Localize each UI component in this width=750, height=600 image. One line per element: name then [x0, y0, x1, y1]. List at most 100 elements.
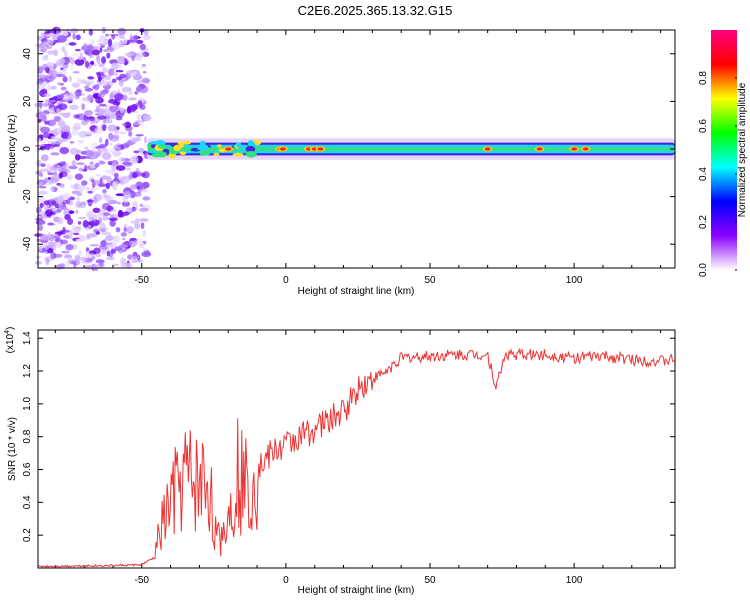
- noise-speckle: [98, 103, 107, 107]
- band-blob: [179, 151, 187, 155]
- snr-x-tick-label: -50: [135, 575, 150, 586]
- spectrogram-x-ticks: -50 0 50 100: [54, 30, 662, 286]
- spectrogram-noise-region: [34, 26, 152, 271]
- noise-speckle: [81, 97, 89, 102]
- noise-speckle: [84, 146, 89, 150]
- noise-speckle: [47, 172, 55, 176]
- noise-speckle: [101, 147, 108, 154]
- noise-speckle: [111, 78, 117, 83]
- colorbar-tick-label: 0.2: [698, 215, 709, 229]
- noise-speckle: [63, 254, 73, 259]
- noise-speckle: [122, 237, 126, 241]
- noise-speckle: [74, 58, 85, 66]
- noise-speckle: [132, 156, 137, 162]
- noise-speckle: [140, 65, 148, 69]
- noise-speckle: [70, 147, 79, 155]
- noise-speckle: [115, 69, 124, 73]
- noise-speckle: [90, 219, 100, 227]
- noise-speckle: [123, 223, 128, 229]
- noise-speckle: [76, 193, 83, 196]
- noise-speckle: [57, 120, 66, 127]
- noise-speckle: [74, 254, 81, 261]
- noise-speckle: [98, 109, 104, 116]
- figure-title: C2E6.2025.365.13.32.G15: [298, 3, 453, 18]
- noise-speckle: [42, 132, 50, 139]
- noise-speckle: [113, 93, 124, 101]
- noise-speckle: [90, 60, 95, 65]
- snr-y-tick-label: 0.8: [22, 429, 33, 443]
- noise-speckle: [71, 259, 81, 266]
- noise-speckle: [47, 222, 54, 226]
- noise-speckle: [61, 161, 66, 165]
- noise-speckle: [86, 247, 89, 252]
- noise-speckle: [39, 101, 43, 109]
- snr-y-tick-label: 1.2: [22, 364, 33, 378]
- noise-speckle: [76, 149, 82, 154]
- noise-speckle: [133, 240, 138, 246]
- snr-exponent-power: 4: [4, 330, 11, 334]
- noise-speckle: [116, 144, 123, 148]
- svg-text:(x104): (x104): [4, 327, 16, 354]
- band-peak: [317, 147, 324, 151]
- spectrogram-x-tick-label: 0: [283, 275, 289, 286]
- noise-speckle: [92, 207, 101, 213]
- noise-speckle: [53, 49, 58, 57]
- snr-exponent-close: ): [5, 327, 16, 330]
- noise-speckle: [132, 207, 138, 211]
- noise-speckle: [142, 114, 152, 122]
- noise-speckle: [128, 91, 134, 95]
- noise-speckle: [40, 154, 49, 162]
- noise-speckle: [66, 198, 71, 205]
- noise-speckle: [78, 167, 83, 172]
- noise-speckle: [117, 176, 128, 182]
- noise-speckle: [139, 241, 145, 249]
- noise-speckle: [91, 49, 101, 56]
- noise-speckle: [138, 147, 145, 154]
- noise-speckle: [89, 39, 95, 46]
- noise-speckle: [37, 224, 44, 232]
- noise-speckle: [51, 164, 61, 172]
- noise-speckle: [98, 63, 105, 68]
- noise-speckle: [68, 165, 78, 170]
- noise-speckle: [122, 37, 128, 45]
- noise-speckle: [84, 114, 88, 122]
- noise-speckle: [97, 115, 107, 120]
- noise-speckle: [75, 209, 79, 214]
- noise-speckle: [100, 78, 108, 87]
- band-peak: [484, 147, 491, 151]
- noise-speckle: [92, 213, 98, 222]
- snr-y-ticks: 0.2 0.4 0.6 0.8 1.0 1.2 1.4: [22, 331, 675, 542]
- noise-speckle: [123, 227, 127, 233]
- noise-speckle: [99, 160, 106, 165]
- noise-speckle: [123, 161, 133, 167]
- noise-speckle: [45, 257, 50, 266]
- snr-exponent-prefix: (x10: [5, 333, 16, 353]
- noise-speckle: [46, 163, 51, 172]
- noise-speckle: [64, 261, 71, 267]
- noise-speckle: [112, 101, 121, 106]
- noise-speckle: [55, 238, 63, 243]
- noise-speckle: [74, 89, 82, 97]
- noise-speckle: [45, 209, 54, 217]
- noise-speckle: [83, 80, 93, 85]
- noise-speckle: [102, 124, 107, 131]
- noise-speckle: [46, 248, 54, 254]
- noise-speckle: [106, 256, 115, 261]
- noise-speckle: [45, 245, 49, 251]
- noise-speckle: [43, 109, 48, 116]
- spectrogram-y-ticks: -40 -20 0 20 40: [22, 48, 675, 251]
- band-blob: [245, 145, 256, 153]
- colorbar-ticks: 0.0 0.2 0.4 0.6 0.8: [698, 71, 737, 277]
- band-blob: [213, 152, 220, 156]
- noise-speckle: [142, 229, 146, 237]
- band-peak: [571, 147, 578, 151]
- noise-speckle: [76, 196, 81, 202]
- noise-speckle: [97, 149, 102, 157]
- noise-speckle: [105, 169, 113, 174]
- noise-speckle: [104, 235, 114, 242]
- noise-speckle: [60, 99, 70, 103]
- noise-speckle: [115, 227, 121, 233]
- noise-speckle: [75, 238, 86, 242]
- noise-speckle: [112, 263, 120, 267]
- noise-speckle: [71, 243, 78, 250]
